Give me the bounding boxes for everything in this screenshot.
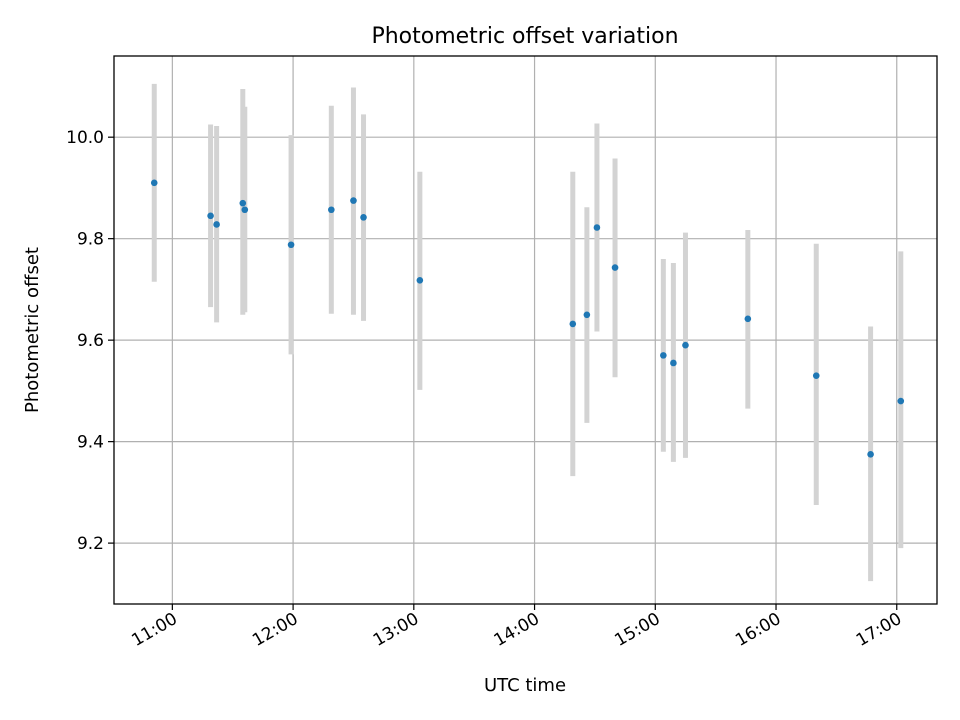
data-point [416, 276, 424, 284]
data-point [350, 197, 357, 204]
data-point [241, 206, 249, 214]
data-point [569, 320, 577, 328]
data-point [670, 359, 677, 367]
plot-frame [113, 55, 938, 605]
data-point [867, 451, 874, 458]
y-tick-label: 9.2 [77, 534, 104, 554]
data-point [611, 264, 619, 271]
data-point [682, 341, 689, 349]
y-tick-label: 9.8 [77, 230, 104, 250]
data-point [239, 199, 247, 207]
y-axis-ticks: 9.2 9.4 9.6 9.8 10.0 [66, 128, 114, 554]
y-tick-label: 9.4 [77, 433, 104, 453]
chart-title: Photometric offset variation [371, 24, 678, 49]
data-markers [150, 179, 905, 458]
y-axis-label: Photometric offset [22, 247, 43, 413]
data-point [660, 352, 667, 359]
data-point [150, 179, 158, 187]
data-point [593, 224, 601, 231]
data-point [360, 214, 367, 221]
data-point [897, 397, 905, 405]
data-point [287, 241, 295, 249]
data-point [328, 206, 335, 214]
data-point [207, 212, 214, 220]
data-point [583, 311, 591, 319]
x-axis-label: UTC time [484, 675, 566, 696]
y-tick-label: 9.6 [77, 331, 104, 351]
data-point [744, 315, 752, 323]
y-tick-label: 10.0 [66, 128, 104, 148]
data-point [213, 221, 220, 228]
data-point [812, 372, 820, 379]
